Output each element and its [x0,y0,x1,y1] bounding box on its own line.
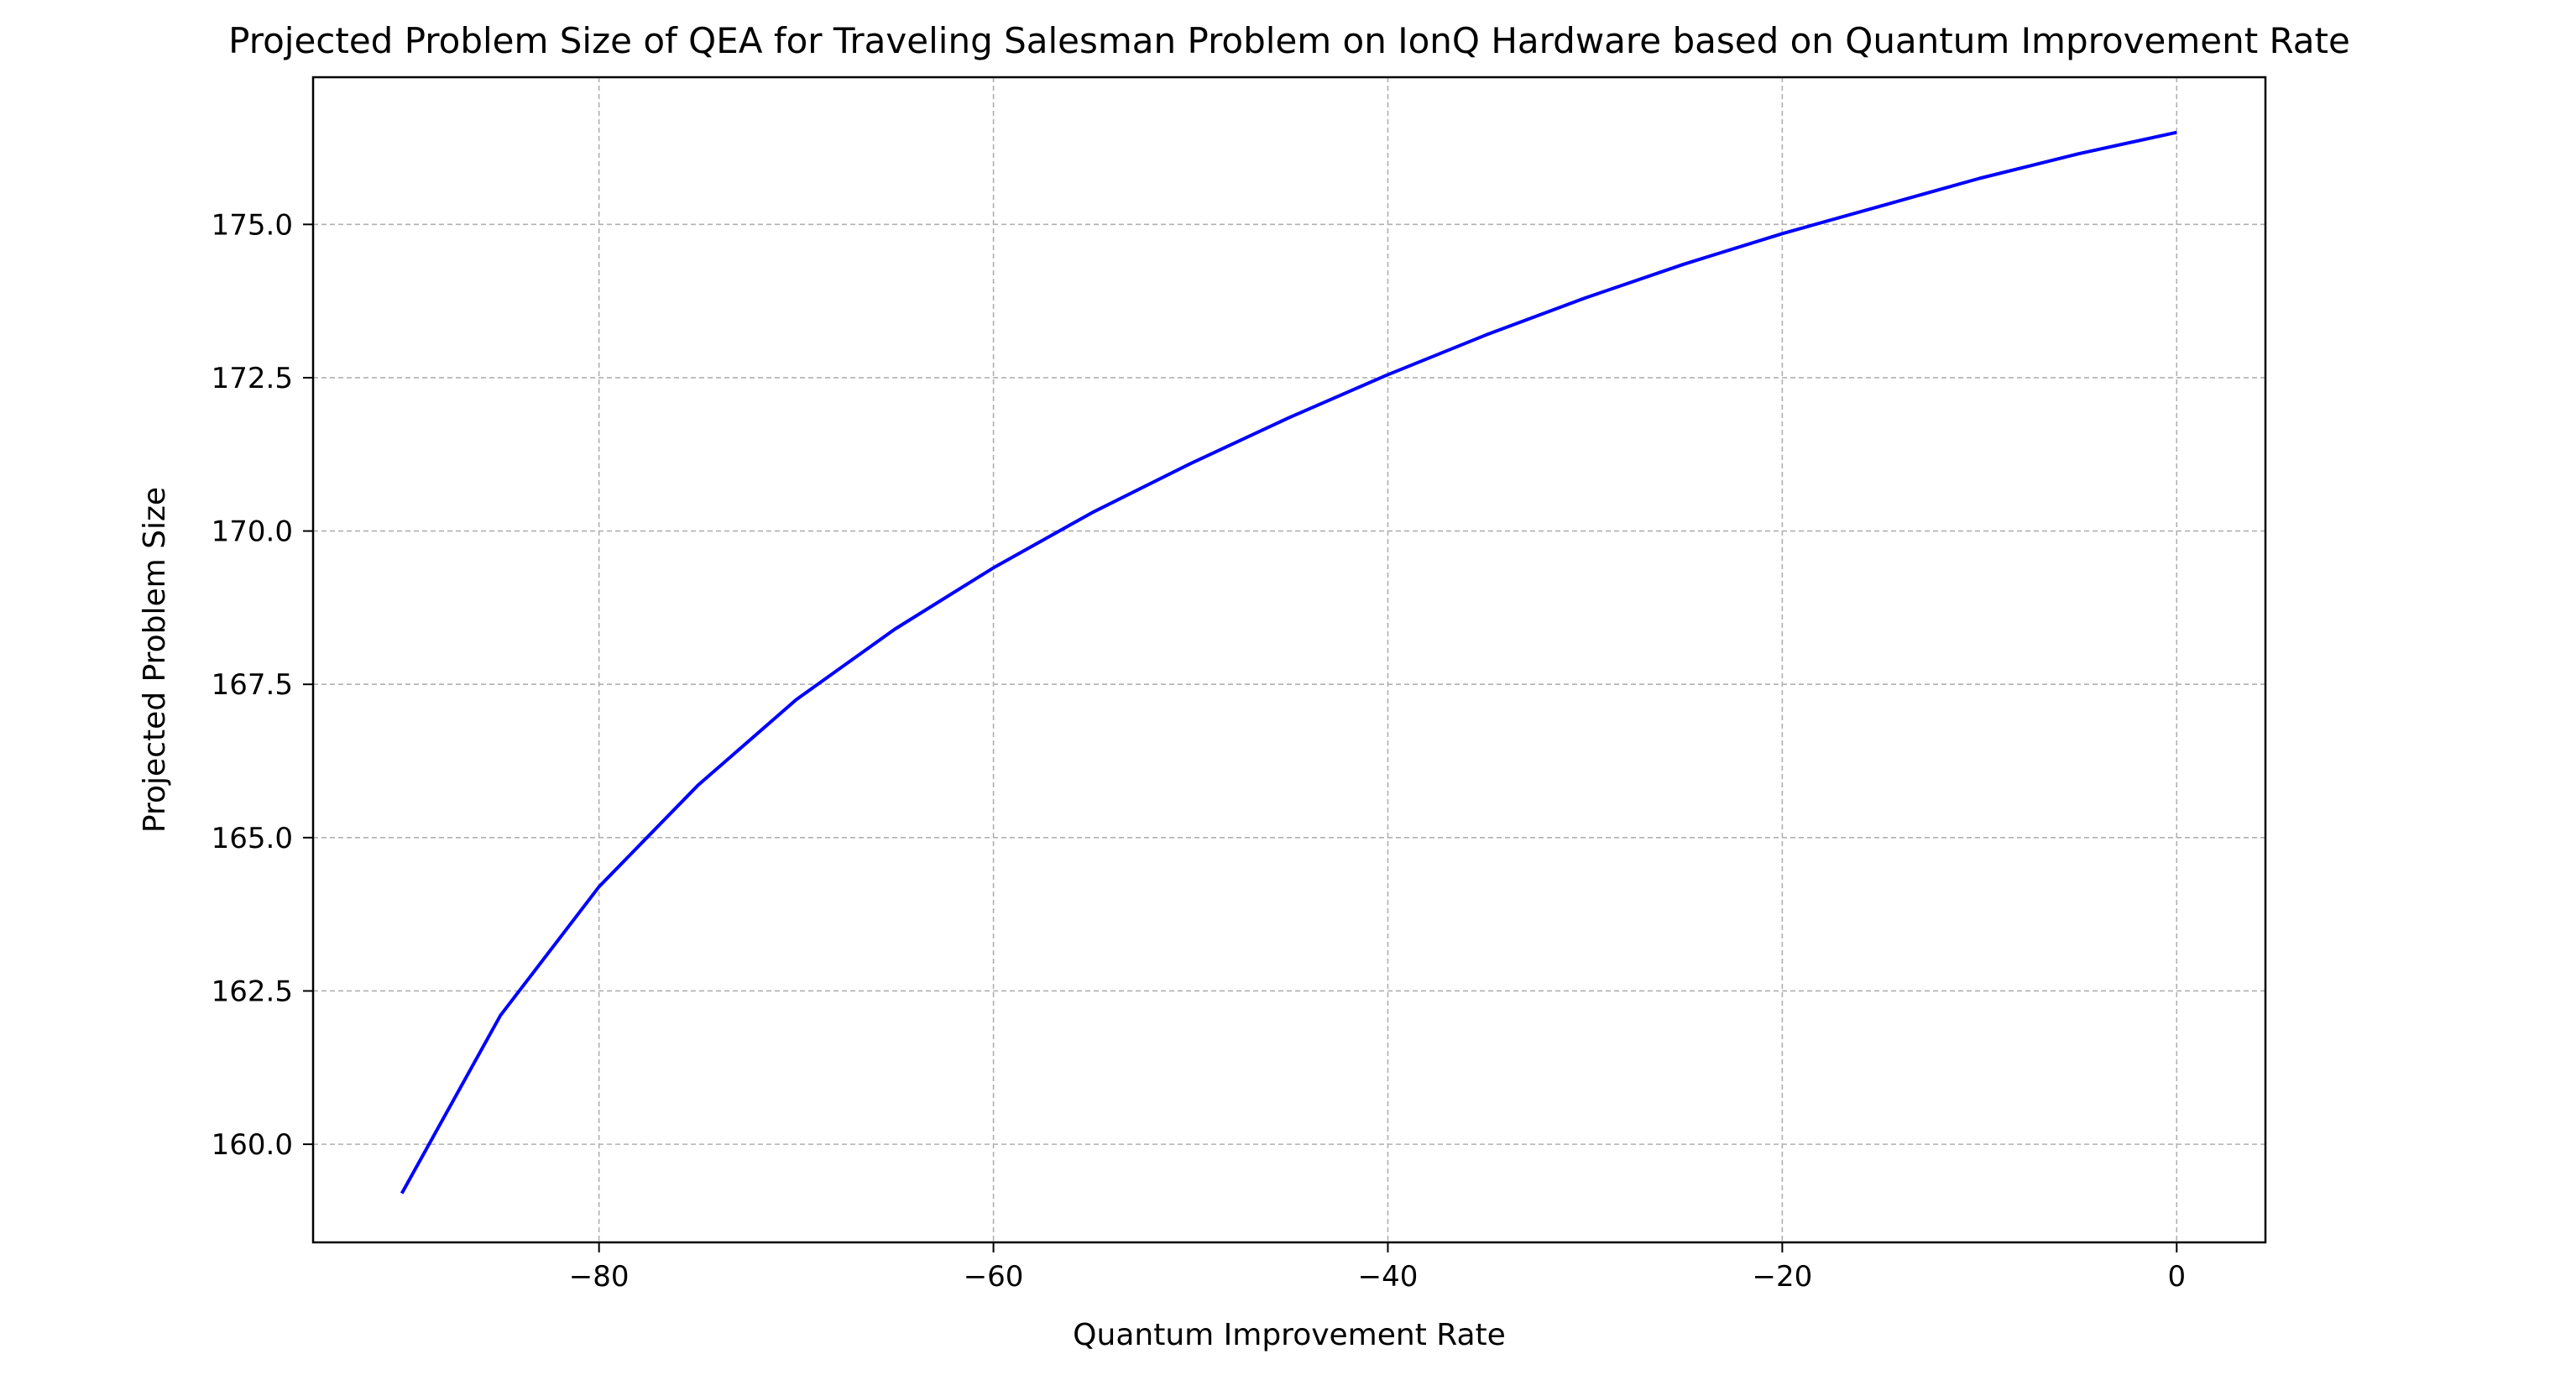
plot-area-frame [311,76,2267,1244]
x-tick-label: 0 [2167,1260,2186,1294]
y-tick-label: 175.0 [212,208,293,242]
x-tick-label: −80 [569,1260,630,1294]
gridlines [313,77,2265,1242]
chart-title: Projected Problem Size of QEA for Travel… [228,20,2350,61]
y-tick-label: 172.5 [212,362,293,395]
x-tick-label: −60 [964,1260,1024,1294]
y-tick-label: 165.0 [212,822,293,855]
y-tick-label: 167.5 [212,668,293,702]
y-axis-label: Projected Problem Size [138,487,172,833]
y-tick-label: 170.0 [212,515,293,549]
y-tick-label: 162.5 [212,975,293,1008]
x-axis-label: Quantum Improvement Rate [1073,1318,1506,1352]
axis-ticks: −80 −60 −40 −20 0 160.0 162.5 165.0 167.5 170.0 17… [212,208,2186,1294]
x-tick-label: −20 [1752,1260,1812,1294]
y-tick-label: 160.0 [212,1128,293,1162]
series-layer [400,130,2177,1195]
x-tick-label: −40 [1358,1260,1419,1294]
